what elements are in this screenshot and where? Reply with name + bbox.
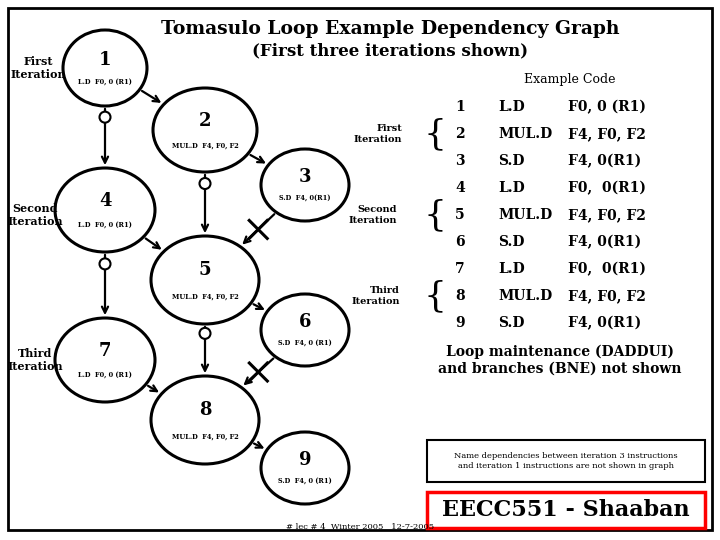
Ellipse shape (55, 318, 155, 402)
Text: Third
Iteration: Third Iteration (7, 348, 63, 372)
Text: 4: 4 (99, 192, 112, 210)
Text: 7: 7 (455, 262, 464, 276)
Text: Second
Iteration: Second Iteration (348, 205, 397, 225)
Text: MUL.D: MUL.D (498, 289, 552, 303)
Text: L.D: L.D (498, 262, 525, 276)
Text: F4, 0(R1): F4, 0(R1) (568, 154, 642, 168)
Text: Loop maintenance (DADDUI)
and branches (BNE) not shown: Loop maintenance (DADDUI) and branches (… (438, 345, 682, 375)
Text: Tomasulo Loop Example Dependency Graph: Tomasulo Loop Example Dependency Graph (161, 20, 619, 38)
Text: First
Iteration: First Iteration (354, 124, 402, 144)
Text: S.D: S.D (498, 316, 524, 330)
Text: EECC551 - Shaaban: EECC551 - Shaaban (442, 499, 690, 521)
Text: S.D  F4, 0 (R1): S.D F4, 0 (R1) (278, 478, 332, 485)
Text: MUL.D  F4, F0, F2: MUL.D F4, F0, F2 (171, 293, 238, 301)
Text: L.D: L.D (498, 100, 525, 114)
Text: MUL.D  F4, F0, F2: MUL.D F4, F0, F2 (171, 433, 238, 441)
Ellipse shape (261, 432, 349, 504)
Text: {: { (423, 198, 446, 232)
Text: Second
Iteration: Second Iteration (7, 203, 63, 227)
Text: {: { (423, 117, 446, 151)
Text: F0,  0(R1): F0, 0(R1) (568, 262, 646, 276)
Text: 7: 7 (99, 342, 112, 360)
Ellipse shape (151, 236, 259, 324)
Text: Name dependencies between iteration 3 instructions
and iteration 1 instructions : Name dependencies between iteration 3 in… (454, 453, 678, 470)
Text: (First three iterations shown): (First three iterations shown) (252, 42, 528, 59)
Text: 3: 3 (455, 154, 464, 168)
Text: First
Iteration: First Iteration (10, 56, 66, 80)
Text: MUL.D  F4, F0, F2: MUL.D F4, F0, F2 (171, 142, 238, 150)
Ellipse shape (55, 168, 155, 252)
Text: Third
Iteration: Third Iteration (351, 286, 400, 306)
Ellipse shape (153, 88, 257, 172)
Text: F4, 0(R1): F4, 0(R1) (568, 316, 642, 330)
Text: S.D  F4, 0 (R1): S.D F4, 0 (R1) (278, 340, 332, 348)
Text: 6: 6 (455, 235, 464, 249)
Text: 6: 6 (299, 313, 311, 331)
Text: S.D: S.D (498, 235, 524, 249)
Text: F0,  0(R1): F0, 0(R1) (568, 181, 646, 195)
Ellipse shape (199, 178, 210, 189)
Ellipse shape (261, 149, 349, 221)
Text: F4, F0, F2: F4, F0, F2 (568, 127, 646, 141)
Text: L.D: L.D (498, 181, 525, 195)
Text: 9: 9 (299, 451, 311, 469)
Text: L.D  F0, 0 (R1): L.D F0, 0 (R1) (78, 78, 132, 86)
Text: Example Code: Example Code (524, 73, 616, 86)
Text: 9: 9 (455, 316, 464, 330)
Text: MUL.D: MUL.D (498, 208, 552, 222)
Ellipse shape (99, 258, 110, 269)
Text: 2: 2 (455, 127, 464, 141)
Text: MUL.D: MUL.D (498, 127, 552, 141)
Text: S.D: S.D (498, 154, 524, 168)
Bar (427, 440, 705, 482)
Text: 8: 8 (455, 289, 464, 303)
Text: L.D  F0, 0 (R1): L.D F0, 0 (R1) (78, 222, 132, 230)
Ellipse shape (99, 112, 110, 123)
Text: F4, F0, F2: F4, F0, F2 (568, 208, 646, 222)
Text: 3: 3 (299, 168, 311, 186)
Text: # lec # 4  Winter 2005   12-7-2005: # lec # 4 Winter 2005 12-7-2005 (286, 523, 434, 531)
Text: {: { (423, 279, 446, 313)
Ellipse shape (63, 30, 147, 106)
Ellipse shape (199, 328, 210, 339)
Text: 1: 1 (455, 100, 464, 114)
Text: F0, 0 (R1): F0, 0 (R1) (568, 100, 646, 114)
Text: F4, 0(R1): F4, 0(R1) (568, 235, 642, 249)
Text: S.D  F4, 0(R1): S.D F4, 0(R1) (279, 195, 330, 202)
Text: 2: 2 (199, 112, 211, 130)
Text: 5: 5 (455, 208, 464, 222)
Text: 5: 5 (199, 261, 211, 279)
Ellipse shape (151, 376, 259, 464)
Text: 4: 4 (455, 181, 464, 195)
Text: 8: 8 (199, 401, 211, 420)
Bar (427, 492, 705, 528)
Text: L.D  F0, 0 (R1): L.D F0, 0 (R1) (78, 372, 132, 380)
Text: F4, F0, F2: F4, F0, F2 (568, 289, 646, 303)
Text: 1: 1 (99, 51, 112, 69)
Ellipse shape (261, 294, 349, 366)
